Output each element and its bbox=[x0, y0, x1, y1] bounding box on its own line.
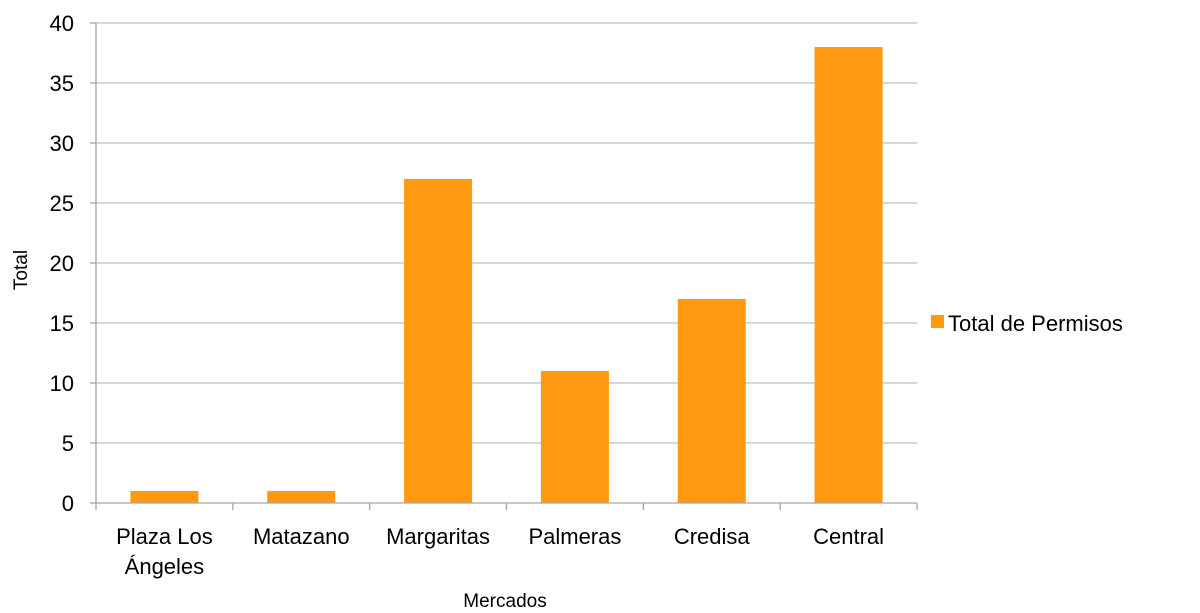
x-tick-label: Credisa bbox=[674, 524, 751, 549]
legend-swatch bbox=[931, 315, 944, 328]
x-tick-label: Matazano bbox=[253, 524, 350, 549]
bar bbox=[677, 299, 746, 503]
bar bbox=[130, 491, 199, 503]
y-tick-label: 0 bbox=[62, 491, 74, 516]
gridlines bbox=[96, 22, 917, 444]
x-tick-label: Central bbox=[813, 524, 884, 549]
y-tick-label: 20 bbox=[50, 251, 74, 276]
y-axis-title: Total bbox=[11, 250, 32, 290]
x-tick-label: Margaritas bbox=[386, 524, 490, 549]
bars bbox=[130, 47, 883, 503]
x-axis-title: Mercados bbox=[463, 591, 546, 612]
bar bbox=[814, 47, 883, 503]
y-tick-label: 10 bbox=[50, 371, 74, 396]
y-tick-label: 30 bbox=[50, 131, 74, 156]
x-tick-label: Palmeras bbox=[528, 524, 621, 549]
axes bbox=[90, 22, 918, 510]
y-tick-label: 15 bbox=[50, 311, 74, 336]
y-tick-label: 5 bbox=[62, 431, 74, 456]
bar bbox=[404, 179, 473, 503]
y-tick-label: 40 bbox=[50, 11, 74, 36]
x-tick-labels: Plaza Los Ángeles Matazano Margaritas Palmer… bbox=[116, 524, 884, 579]
y-tick-label: 25 bbox=[50, 191, 74, 216]
bar bbox=[540, 371, 609, 503]
legend-label: Total de Permisos bbox=[948, 311, 1123, 336]
y-tick-label: 35 bbox=[50, 71, 74, 96]
bar bbox=[267, 491, 336, 503]
legend: Total de Permisos bbox=[931, 311, 1123, 336]
x-tick-label: Plaza Los Ángeles bbox=[116, 524, 213, 579]
y-tick-labels: 0 5 10 15 20 25 30 35 40 bbox=[50, 11, 74, 516]
